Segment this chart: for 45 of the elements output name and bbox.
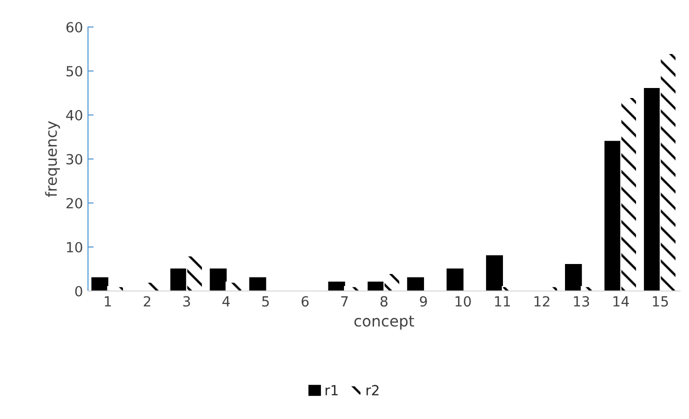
bar xyxy=(249,277,266,291)
bar xyxy=(604,140,622,291)
x-tick-label: 9 xyxy=(420,296,427,307)
bar xyxy=(660,52,677,291)
bar xyxy=(107,286,124,291)
x-tick-label: 12 xyxy=(534,296,550,306)
bar xyxy=(328,282,346,291)
y-axis-title: frequency xyxy=(45,121,60,197)
y-tick-label: 40 xyxy=(66,110,82,120)
y-tick-label: 10 xyxy=(66,242,82,252)
bar xyxy=(344,286,361,291)
x-tick-label: 8 xyxy=(380,296,388,307)
bar xyxy=(407,277,424,291)
x-tick-label: 6 xyxy=(302,296,309,307)
legend-label: r2 xyxy=(366,384,378,396)
x-tick-label: 10 xyxy=(456,296,471,307)
y-tick-label: 60 xyxy=(66,22,82,32)
x-tick-label: 1 xyxy=(104,296,111,306)
bar xyxy=(620,96,638,291)
legend-label: r1 xyxy=(326,385,338,396)
bar xyxy=(486,255,503,291)
bar xyxy=(186,255,204,291)
x-tick-label: 7 xyxy=(341,296,348,306)
bar xyxy=(368,282,385,291)
bar xyxy=(446,268,464,291)
x-tick-label: 11 xyxy=(495,296,510,306)
x-tick-label: 2 xyxy=(144,296,150,306)
bar xyxy=(644,88,661,291)
bar xyxy=(210,268,227,291)
bar xyxy=(170,268,188,291)
x-tick-label: 15 xyxy=(652,296,668,307)
y-tick-label: 50 xyxy=(66,66,82,76)
x-tick-label: 14 xyxy=(613,296,629,306)
x-tick-label: 5 xyxy=(262,296,269,307)
x-axis-title: concept xyxy=(354,316,414,330)
y-tick-label: 20 xyxy=(66,198,82,208)
bar xyxy=(383,272,400,291)
x-tick-label: 13 xyxy=(574,296,590,307)
bar xyxy=(564,264,582,291)
y-tick-label: 30 xyxy=(66,154,82,164)
bar xyxy=(226,282,242,291)
x-tick-label: 3 xyxy=(183,296,190,307)
y-tick-label: 0 xyxy=(75,286,82,296)
bar xyxy=(91,277,108,291)
x-tick-label: 4 xyxy=(222,296,230,306)
